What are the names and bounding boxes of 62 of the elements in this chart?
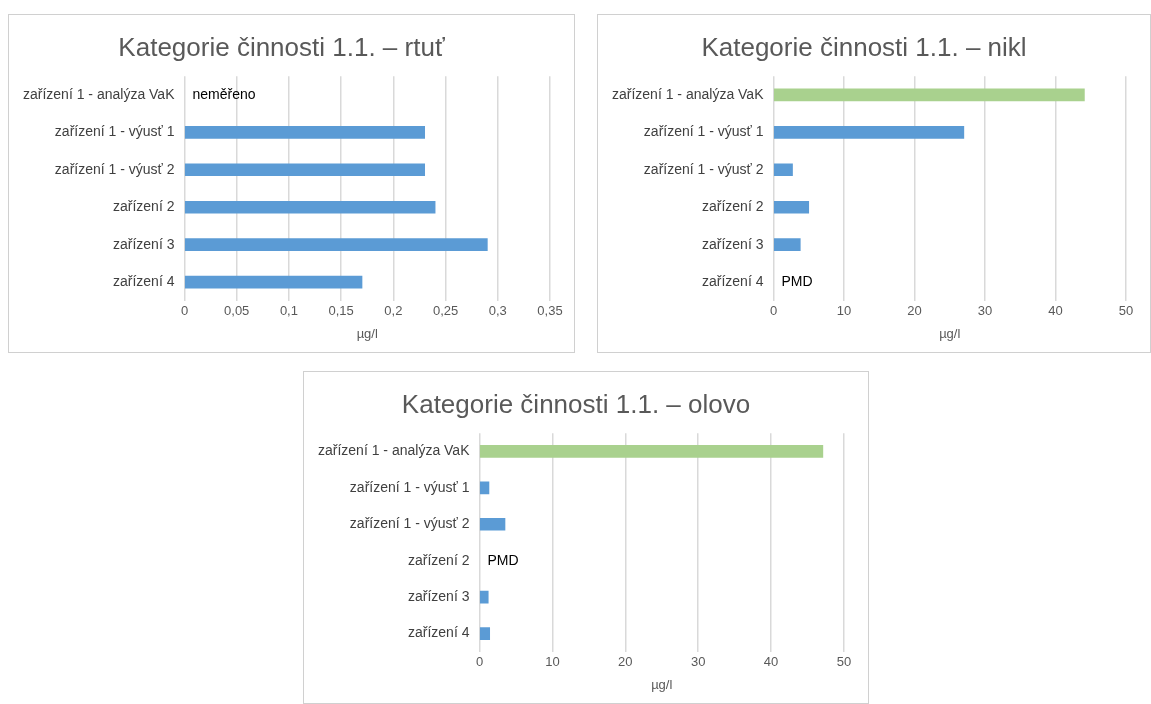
y-tick-label: zařízení 2 [408,551,470,568]
x-tick-label: 0,05 [224,303,250,319]
bar [773,126,965,139]
bar [184,275,363,289]
x-tick-label: 0 [475,654,484,670]
text: PMD [781,272,813,289]
y-tick-label: zařízení 1 - výusť 2 [54,160,175,177]
bar [184,200,436,214]
chart-title: Kategorie činnosti 1.1. – nikl [701,31,1027,62]
x-tick-label: 40 [1048,303,1063,319]
x-tick-label: 30 [977,303,993,319]
bar [773,200,810,214]
y-tick-label: zařízení 1 - výusť 2 [643,160,764,177]
x-tick-label: 0,15 [328,303,354,319]
y-tick-label: zařízení 1 - výusť 1 [349,478,470,495]
y-tick-label: zařízení 1 - výusť 1 [643,123,764,140]
y-tick-label: zařízení 1 - výusť 2 [349,515,470,532]
y-tick-label: zařízení 1 - analýza VaK [612,85,765,102]
bar [184,126,426,139]
y-tick-label: zařízení 3 [408,588,470,605]
x-tick-label: 0 [180,303,189,319]
bar [184,163,426,177]
y-tick-label: zařízení 1 - analýza VaK [23,85,176,102]
bar [773,238,801,251]
x-tick-label: 40 [763,654,779,670]
bar [479,627,491,640]
x-axis-title: µg/l [356,325,378,341]
x-tick-label: 0 [769,303,778,319]
x-tick-label: 0,35 [537,303,563,319]
x-tick-label: 0,1 [279,303,298,319]
y-tick-label: zařízení 4 [113,272,175,289]
x-axis-title: µg/l [651,676,673,692]
y-tick-label: zařízení 2 [113,198,175,215]
x-tick-label: 0,3 [488,303,507,319]
bar [479,481,490,495]
y-tick-label: zařízení 1 - výusť 1 [54,123,175,140]
x-tick-label: 30 [690,654,706,670]
text: PMD [487,551,519,568]
x-tick-label: 20 [618,654,633,670]
x-tick-label: 0,25 [432,303,459,319]
x-tick-label: 20 [907,303,922,319]
x-axis-title: µg/l [939,325,961,341]
y-tick-label: zařízení 4 [702,272,764,289]
bar [184,238,488,251]
chart-title: Kategorie činnosti 1.1. – olovo [401,388,751,419]
y-tick-label: zařízení 3 [702,235,764,252]
y-tick-label: zařízení 2 [702,198,764,215]
bar [479,590,489,604]
x-tick-label: 50 [1118,303,1134,319]
x-tick-label: 10 [545,654,560,670]
x-tick-label: 0,2 [384,303,403,319]
bar [479,445,824,458]
y-tick-label: zařízení 3 [113,235,175,252]
y-tick-label: zařízení 1 - analýza VaK [318,442,471,459]
bar [479,517,506,531]
bar [773,163,793,177]
bar [773,88,1085,102]
x-tick-label: 50 [836,654,852,670]
x-tick-label: 10 [836,303,852,319]
chart-title: Kategorie činnosti 1.1. – rtuť [118,31,445,62]
text: neměřeno [192,85,256,102]
y-tick-label: zařízení 4 [408,624,470,641]
